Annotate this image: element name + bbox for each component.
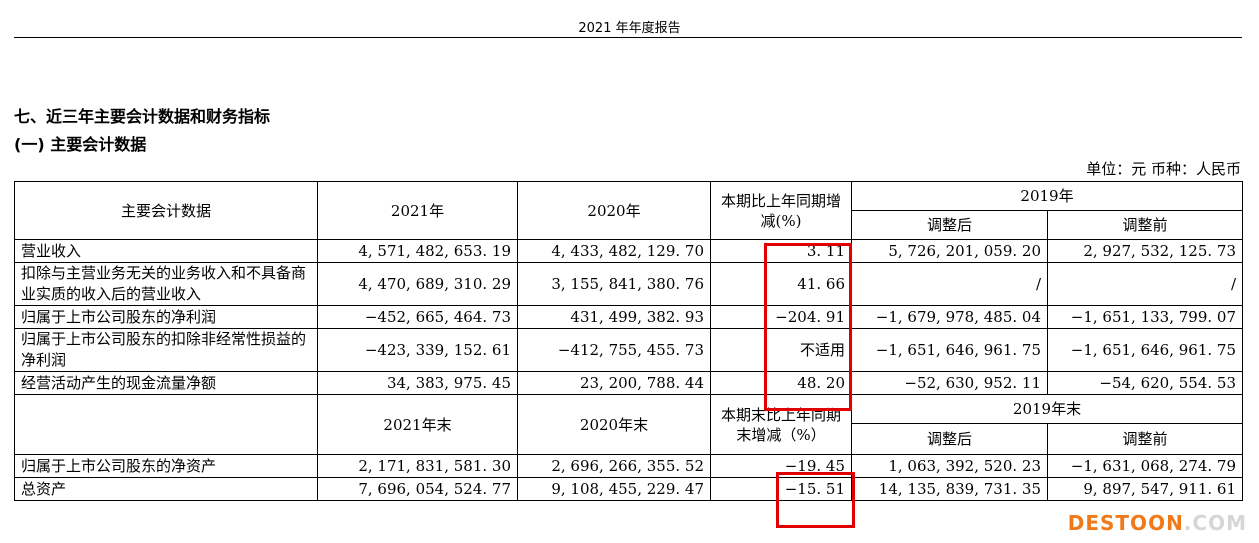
cell-adjusted-before: 9, 897, 547, 911. 61	[1047, 477, 1243, 501]
cell-2020: 23, 200, 788. 44	[517, 371, 711, 395]
row-label: 归属于上市公司股东的扣除非经常性损益的净利润	[14, 328, 318, 372]
cell-2021: −423, 339, 152. 61	[317, 328, 518, 372]
cell-2020: 3, 155, 841, 380. 76	[517, 262, 711, 306]
col-header-2021-end: 2021年末	[317, 394, 518, 455]
cell-adjusted-after: −1, 651, 646, 961. 75	[851, 328, 1048, 372]
cell-2020: 9, 108, 455, 229. 47	[517, 477, 711, 501]
cell-adjusted-before: −1, 651, 646, 961. 75	[1047, 328, 1243, 372]
cell-2021: 4, 470, 689, 310. 29	[317, 262, 518, 306]
cell-change: 48. 20	[710, 371, 852, 395]
cell-adjusted-before: /	[1047, 262, 1243, 306]
table-row: 归属于上市公司股东的扣除非经常性损益的净利润 −423, 339, 152. 6…	[14, 328, 1243, 372]
page-header: 2021 年年度报告	[578, 21, 681, 36]
row-label: 扣除与主营业务无关的业务收入和不具备商业实质的收入后的营业收入	[14, 262, 318, 306]
section-heading: 七、近三年主要会计数据和财务指标	[14, 107, 271, 126]
table-row: 归属于上市公司股东的净利润 −452, 665, 464. 73 431, 49…	[14, 305, 1243, 329]
col-header-adjusted-before: 调整前	[1047, 423, 1243, 455]
row-label: 总资产	[14, 477, 318, 501]
cell-2021: 4, 571, 482, 653. 19	[317, 239, 518, 263]
cell-change: −204. 91	[710, 305, 852, 329]
cell-2020: 2, 696, 266, 355. 52	[517, 454, 711, 478]
col-header-adjusted-after: 调整后	[851, 210, 1048, 240]
cell-change: −15. 51	[710, 477, 852, 501]
col-header-change: 本期比上年同期增减(%)	[710, 181, 852, 240]
cell-change: 3. 11	[710, 239, 852, 263]
cell-2020: 4, 433, 482, 129. 70	[517, 239, 711, 263]
cell-2021: −452, 665, 464. 73	[317, 305, 518, 329]
col-header-2019: 2019年	[851, 181, 1243, 211]
cell-2021: 7, 696, 054, 524. 77	[317, 477, 518, 501]
col-header-adjusted-before: 调整前	[1047, 210, 1243, 240]
cell-2020: 431, 499, 382. 93	[517, 305, 711, 329]
table-row: 经营活动产生的现金流量净额 34, 383, 975. 45 23, 200, …	[14, 371, 1243, 395]
table-row: 营业收入 4, 571, 482, 653. 19 4, 433, 482, 1…	[14, 239, 1243, 263]
cell-adjusted-before: −1, 651, 133, 799. 07	[1047, 305, 1243, 329]
col-header-2020: 2020年	[517, 181, 711, 240]
row-label: 营业收入	[14, 239, 318, 263]
accounting-data-table: 主要会计数据 2021年 2020年 本期比上年同期增减(%) 2019年 调整…	[14, 181, 1243, 501]
cell-2020: −412, 755, 455. 73	[517, 328, 711, 372]
cell-adjusted-after: 14, 135, 839, 731. 35	[851, 477, 1048, 501]
row-label: 归属于上市公司股东的净利润	[14, 305, 318, 329]
table-row: 归属于上市公司股东的净资产 2, 171, 831, 581. 30 2, 69…	[14, 454, 1243, 478]
unit-note: 单位：元 币种：人民币	[1086, 160, 1241, 178]
col-header-change-end: 本期末比上年同期末增减（%）	[710, 394, 852, 455]
header-rule	[14, 37, 1242, 38]
cell-adjusted-after: −52, 630, 952. 11	[851, 371, 1048, 395]
table-row: 总资产 7, 696, 054, 524. 77 9, 108, 455, 22…	[14, 477, 1243, 501]
cell-adjusted-before: −54, 620, 554. 53	[1047, 371, 1243, 395]
cell-adjusted-before: −1, 631, 068, 274. 79	[1047, 454, 1243, 478]
col-header-adjusted-after: 调整后	[851, 423, 1048, 455]
table-row: 扣除与主营业务无关的业务收入和不具备商业实质的收入后的营业收入 4, 470, …	[14, 262, 1243, 306]
col-header-2020-end: 2020年末	[517, 394, 711, 455]
col-header-2021: 2021年	[317, 181, 518, 240]
cell-2021: 34, 383, 975. 45	[317, 371, 518, 395]
col-header-2019-end: 2019年末	[851, 394, 1243, 424]
cell-adjusted-after: /	[851, 262, 1048, 306]
col-header-label: 主要会计数据	[14, 181, 318, 240]
cell-2021: 2, 171, 831, 581. 30	[317, 454, 518, 478]
row-label: 归属于上市公司股东的净资产	[14, 454, 318, 478]
subsection-heading: (一) 主要会计数据	[14, 135, 147, 154]
cell-adjusted-before: 2, 927, 532, 125. 73	[1047, 239, 1243, 263]
cell-change: 不适用	[710, 328, 852, 372]
watermark-text-main: DESTOON	[1067, 511, 1184, 535]
row-label: 经营活动产生的现金流量净额	[14, 371, 318, 395]
cell-adjusted-after: −1, 679, 978, 485. 04	[851, 305, 1048, 329]
cell-adjusted-after: 5, 726, 201, 059. 20	[851, 239, 1048, 263]
watermark-logo: DESTOON.COM	[1068, 511, 1247, 535]
col-header-blank	[14, 394, 318, 455]
cell-change: 41. 66	[710, 262, 852, 306]
cell-change: −19. 45	[710, 454, 852, 478]
cell-adjusted-after: 1, 063, 392, 520. 23	[851, 454, 1048, 478]
watermark-text-suffix: .COM	[1183, 511, 1247, 535]
